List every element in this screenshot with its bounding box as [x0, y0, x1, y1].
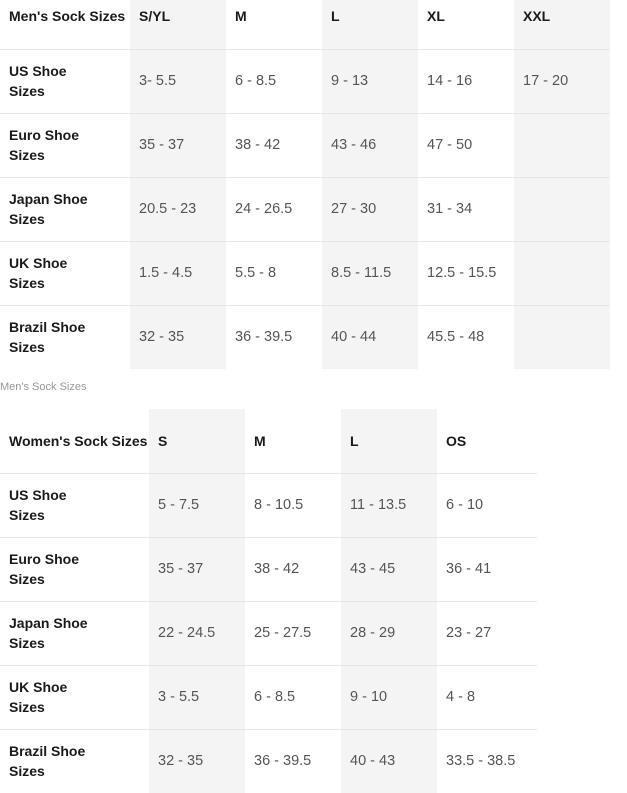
table-row: Euro Shoe Sizes 35 - 37 38 - 42 43 - 46 47 - … [0, 112, 610, 177]
size-column-header: L [322, 0, 418, 49]
row-label: Brazil Shoe Sizes [0, 304, 130, 369]
size-range-cell: 14 - 16 [418, 48, 514, 113]
size-range-cell: 32 - 35 [130, 304, 226, 369]
table-row: Japan Shoe Sizes 20.5 - 23 24 - 26.5 27 - 30… [0, 176, 610, 241]
size-range-cell: 36 - 39.5 [245, 728, 341, 793]
size-range-cell: 4 - 8 [437, 664, 537, 729]
size-range-cell [514, 304, 610, 369]
size-range-cell: 6 - 10 [437, 472, 537, 537]
womens-sock-size-table: Women's Sock Sizes S M L OS US Shoe Sizes 5 - 7… [0, 409, 537, 793]
size-range-cell: 6 - 8.5 [226, 48, 322, 113]
size-range-cell: 11 - 13.5 [341, 472, 437, 537]
table-row: UK Shoe Sizes 3 - 5.5 6 - 8.5 9 - 10 4 - 8 [0, 664, 537, 729]
size-column-header: S/YL [130, 0, 226, 49]
size-range-cell: 47 - 50 [418, 112, 514, 177]
size-range-cell: 36 - 39.5 [226, 304, 322, 369]
size-range-cell [514, 176, 610, 241]
size-column-header: M [254, 432, 266, 449]
size-range-cell: 3- 5.5 [130, 48, 226, 113]
row-label: Japan Shoe Sizes [0, 176, 130, 241]
size-range-cell: 40 - 43 [341, 728, 437, 793]
table-row: US Shoe Sizes 5 - 7.5 8 - 10.5 11 - 13.5 6 - … [0, 472, 537, 537]
size-range-cell: 24 - 26.5 [226, 176, 322, 241]
size-range-cell: 22 - 24.5 [149, 600, 245, 665]
table-row: UK Shoe Sizes 1.5 - 4.5 5.5 - 8 8.5 - 11.5 12… [0, 240, 610, 305]
size-range-cell: 8.5 - 11.5 [322, 240, 418, 305]
size-range-cell: 8 - 10.5 [245, 472, 341, 537]
size-range-cell: 3 - 5.5 [149, 664, 245, 729]
size-range-cell: 12.5 - 15.5 [418, 240, 514, 305]
size-column-header: L [341, 409, 437, 473]
size-range-cell: 38 - 42 [245, 536, 341, 601]
table-title: Men's Sock Sizes [9, 8, 126, 25]
size-range-cell: 20.5 - 23 [130, 176, 226, 241]
size-range-cell: 25 - 27.5 [245, 600, 341, 665]
size-range-cell: 33.5 - 38.5 [437, 728, 537, 793]
size-range-cell: 5 - 7.5 [149, 472, 245, 537]
size-range-cell: 43 - 46 [322, 112, 418, 177]
row-label: Euro Shoe Sizes [0, 536, 149, 601]
row-label: Brazil Shoe Sizes [0, 728, 149, 793]
size-column-header: M [235, 8, 247, 25]
size-range-cell: 38 - 42 [226, 112, 322, 177]
table-title: Women's Sock Sizes [9, 432, 148, 449]
size-range-cell: 31 - 34 [418, 176, 514, 241]
size-range-cell: 28 - 29 [341, 600, 437, 665]
size-range-cell: 35 - 37 [130, 112, 226, 177]
size-column-header: XXL [514, 0, 610, 49]
mens-sock-size-table: Men's Sock Sizes S/YL M L XL XXL US Shoe Sizes 3… [0, 0, 610, 369]
size-range-cell: 17 - 20 [514, 48, 610, 113]
size-range-cell: 27 - 30 [322, 176, 418, 241]
size-range-cell: 45.5 - 48 [418, 304, 514, 369]
row-label: US Shoe Sizes [0, 472, 149, 537]
size-range-cell: 5.5 - 8 [226, 240, 322, 305]
size-range-cell: 9 - 13 [322, 48, 418, 113]
size-range-cell: 35 - 37 [149, 536, 245, 601]
table-row: Brazil Shoe Sizes 32 - 35 36 - 39.5 40 - 44 4… [0, 304, 610, 369]
size-range-cell: 32 - 35 [149, 728, 245, 793]
row-label: UK Shoe Sizes [0, 240, 130, 305]
size-column-header: S [149, 409, 245, 473]
size-range-cell: 1.5 - 4.5 [130, 240, 226, 305]
table-caption: Men's Sock Sizes [0, 381, 87, 393]
row-label: US Shoe Sizes [0, 48, 130, 113]
table-row: Japan Shoe Sizes 22 - 24.5 25 - 27.5 28 - 29… [0, 600, 537, 665]
size-range-cell: 9 - 10 [341, 664, 437, 729]
size-range-cell: 40 - 44 [322, 304, 418, 369]
size-range-cell [514, 112, 610, 177]
table-row: Euro Shoe Sizes 35 - 37 38 - 42 43 - 45 36 - … [0, 536, 537, 601]
size-range-cell: 23 - 27 [437, 600, 537, 665]
table-row: Brazil Shoe Sizes 32 - 35 36 - 39.5 40 - 43 3… [0, 728, 537, 793]
row-label: UK Shoe Sizes [0, 664, 149, 729]
size-range-cell: 36 - 41 [437, 536, 537, 601]
size-column-header: OS [446, 432, 467, 449]
size-range-cell [514, 240, 610, 305]
size-range-cell: 6 - 8.5 [245, 664, 341, 729]
row-label: Japan Shoe Sizes [0, 600, 149, 665]
size-column-header: XL [427, 8, 445, 25]
row-label: Euro Shoe Sizes [0, 112, 130, 177]
table-row: US Shoe Sizes 3- 5.5 6 - 8.5 9 - 13 14 - 16 17… [0, 48, 610, 113]
size-range-cell: 43 - 45 [341, 536, 437, 601]
